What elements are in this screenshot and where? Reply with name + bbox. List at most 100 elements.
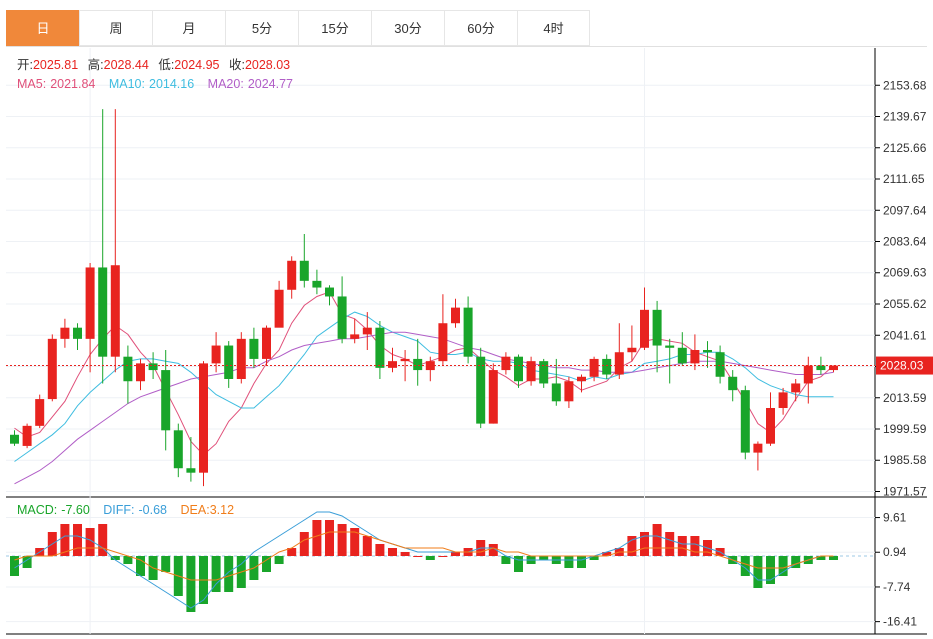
candle-body [299, 260, 309, 281]
tab-30分[interactable]: 30分 [371, 10, 444, 46]
macd-panel [10, 511, 838, 612]
candle-body [47, 338, 57, 400]
low-label: 低: [158, 58, 174, 72]
tab-5分[interactable]: 5分 [225, 10, 298, 46]
candle-body [312, 280, 322, 288]
macd-bar [690, 536, 700, 556]
period-tabs: 日周月 5分 15分 30分 60分 4时 [6, 10, 927, 47]
y-tick-label: 2069.63 [883, 266, 927, 280]
macd-bar [766, 556, 775, 584]
y-tick-label: 2139.67 [883, 110, 927, 124]
candle-body [501, 356, 511, 371]
candle-body [388, 361, 397, 368]
candle-body [753, 443, 763, 453]
y-tick-label: 1999.59 [883, 422, 927, 436]
y-tick-label: 2111.65 [883, 172, 925, 186]
dea-label: DEA: [181, 503, 210, 517]
high-label: 高: [88, 57, 104, 72]
macd-bar [652, 524, 662, 556]
candle-body [224, 345, 234, 379]
tab-月[interactable]: 月 [152, 10, 225, 46]
candle-body [362, 327, 372, 335]
candle-body [22, 425, 32, 446]
candle-body [375, 327, 385, 368]
macd-bar [425, 556, 435, 560]
tab-60分[interactable]: 60分 [444, 10, 517, 46]
macd-bar [413, 556, 423, 557]
ma5-label: MA5: [17, 77, 46, 91]
macd-bar [10, 556, 19, 576]
macd-bar [350, 528, 360, 556]
macd-bar [791, 556, 801, 568]
low-value: 2024.95 [174, 58, 219, 72]
macd-bar [640, 532, 649, 556]
y-tick-label: 2153.68 [883, 78, 927, 92]
macd-bar [123, 556, 133, 564]
y-tick-label: 1985.58 [883, 453, 927, 467]
candle-body [173, 430, 183, 469]
candle-body [677, 347, 687, 364]
dea-line [14, 531, 834, 581]
ma20-line [14, 331, 834, 485]
close-value: 2028.03 [245, 58, 290, 72]
macd-bar [753, 556, 763, 588]
macd-bar [829, 556, 838, 560]
tab-15分[interactable]: 15分 [298, 10, 371, 46]
macd-bar [602, 552, 612, 556]
macd-bar [98, 524, 108, 556]
macd-bar [816, 556, 826, 560]
macd-bar [400, 552, 410, 556]
candle-body [551, 383, 561, 402]
candle-body [148, 363, 158, 371]
macd-bar [514, 556, 523, 572]
macd-bar [85, 528, 95, 556]
macd-bar [539, 556, 549, 560]
candle-body [652, 309, 662, 346]
macd-bar [186, 556, 196, 612]
candle-body [35, 399, 45, 426]
candle-body [526, 361, 536, 382]
tab-4时[interactable]: 4时 [517, 10, 590, 46]
candle-body [514, 356, 523, 382]
candle-body [161, 370, 171, 431]
candle-body [211, 345, 221, 364]
y-tick-label: 2083.64 [883, 234, 927, 248]
candle-body [186, 468, 196, 473]
macd-bar [438, 556, 448, 557]
macd-bar [110, 556, 120, 560]
open-value: 2025.81 [33, 58, 78, 72]
tab-周[interactable]: 周 [79, 10, 152, 46]
macd-bar [22, 556, 32, 568]
macd-bar [362, 536, 372, 556]
y-tick-label: 2013.59 [883, 391, 927, 405]
candle-body [123, 356, 133, 382]
macd-bar [451, 552, 460, 556]
candle-body [413, 358, 423, 371]
macd-bar [211, 556, 221, 592]
ma10-line [14, 311, 834, 462]
moving-average-lines [14, 291, 834, 485]
macd-bar [564, 556, 574, 568]
macd-bar [627, 536, 637, 556]
macd-bar [224, 556, 234, 592]
y-tick-label: 2055.62 [883, 297, 927, 311]
candle-body [249, 338, 259, 359]
ma10-value: 2014.16 [149, 77, 194, 91]
y-tick-label: 2097.64 [883, 203, 927, 217]
macd-bar [312, 520, 322, 556]
candle-body [463, 307, 473, 357]
macd-bar [388, 548, 397, 556]
ohlc-legend: 开:2025.81 高:2028.44 低:2024.95 收:2028.03 [17, 57, 290, 72]
macd-bar [161, 556, 171, 572]
candle-body [73, 327, 82, 339]
macd-bar [73, 524, 82, 556]
candle-body [539, 361, 549, 384]
dea-value: 3.12 [210, 503, 234, 517]
diff-value: -0.68 [139, 503, 168, 517]
tab-日[interactable]: 日 [6, 10, 79, 46]
candle-body [476, 356, 486, 424]
high-value: 2028.44 [104, 58, 149, 72]
ma20-label: MA20: [208, 77, 244, 91]
macd-bar [136, 556, 145, 576]
candle-body [715, 352, 725, 377]
